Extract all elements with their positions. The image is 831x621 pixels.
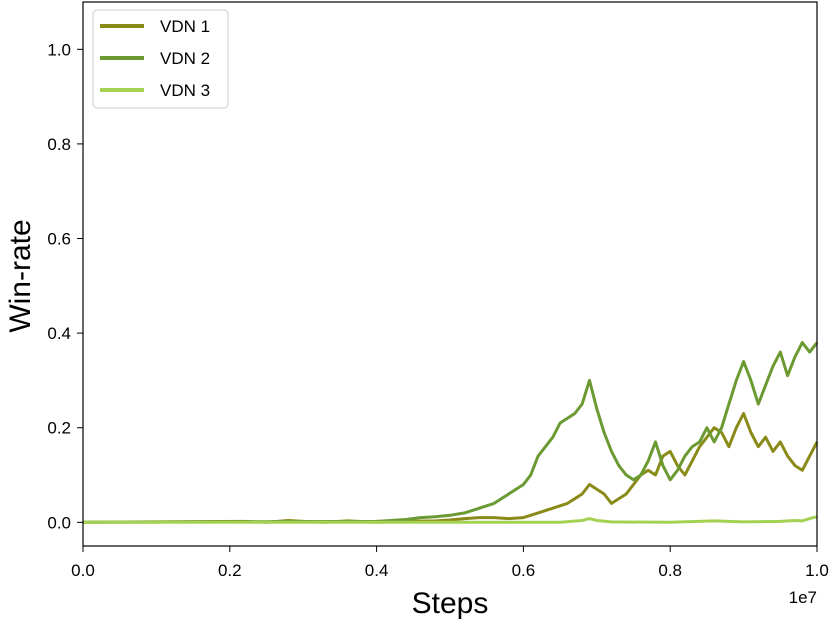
legend-label-3: VDN 3 — [160, 81, 210, 100]
legend: VDN 1 VDN 2 VDN 3 — [92, 9, 229, 109]
y-tick-label: 0.2 — [47, 419, 71, 438]
y-tick-label: 0.8 — [47, 135, 71, 154]
y-axis: 0.0 0.2 0.4 0.6 0.8 1.0 — [47, 40, 83, 532]
y-tick-label: 0.0 — [47, 513, 71, 532]
legend-box — [92, 9, 229, 109]
x-tick-label: 0.0 — [71, 561, 95, 580]
x-axis-label: Steps — [412, 587, 489, 620]
y-tick-label: 0.6 — [47, 230, 71, 249]
legend-label-1: VDN 1 — [160, 17, 210, 36]
series-line-3 — [83, 515, 818, 524]
series-line-2 — [82, 341, 819, 524]
legend-label-2: VDN 2 — [160, 49, 210, 68]
y-axis-label: Win-rate — [4, 219, 37, 332]
x-tick-label: 1.0 — [805, 561, 829, 580]
x-tick-label: 0.2 — [218, 561, 242, 580]
y-tick-label: 0.4 — [47, 324, 71, 343]
x-axis-offset-text: 1e7 — [789, 588, 817, 607]
x-tick-label: 0.4 — [365, 561, 389, 580]
x-axis: 0.0 0.2 0.4 0.6 0.8 1.0 — [71, 546, 829, 580]
x-tick-label: 0.6 — [512, 561, 536, 580]
plot-frame — [82, 1, 818, 547]
y-tick-label: 1.0 — [47, 40, 71, 59]
series-lines — [82, 341, 819, 524]
x-tick-label: 0.8 — [658, 561, 682, 580]
